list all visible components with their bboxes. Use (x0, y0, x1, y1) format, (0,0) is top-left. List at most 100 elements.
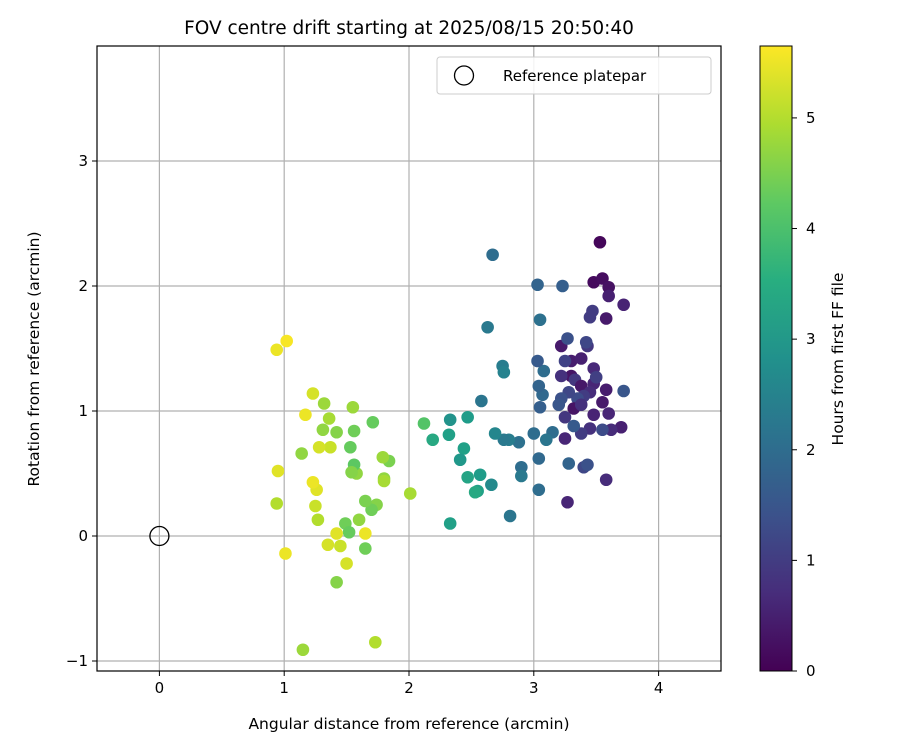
data-point (486, 248, 499, 262)
data-point (306, 387, 320, 400)
legend-label-reference: Reference platepar (503, 67, 647, 85)
data-point (561, 495, 574, 509)
data-point (587, 408, 601, 422)
plot-area (270, 235, 630, 657)
data-point (359, 527, 372, 540)
data-point (556, 279, 569, 293)
data-point (461, 410, 474, 424)
data-point (270, 343, 284, 357)
data-point (426, 433, 440, 447)
x-tick-label: 2 (404, 679, 414, 697)
data-point (403, 487, 417, 500)
data-point (311, 513, 325, 527)
data-point (515, 469, 528, 483)
data-point (596, 272, 609, 285)
x-tick-label: 0 (155, 679, 165, 697)
data-point (599, 312, 613, 325)
data-point (512, 435, 526, 449)
data-point (271, 464, 285, 478)
data-point (321, 538, 335, 552)
data-point (344, 440, 357, 454)
data-point (475, 394, 488, 408)
data-point (539, 433, 553, 447)
data-point (503, 509, 517, 523)
data-point (443, 517, 457, 530)
data-point (453, 453, 467, 467)
data-point (442, 428, 456, 442)
y-tick-label: 1 (78, 402, 88, 420)
data-point (602, 289, 615, 303)
data-point (485, 478, 498, 492)
y-tick-label: −1 (66, 652, 88, 670)
data-point (537, 364, 551, 378)
data-point (583, 310, 597, 324)
data-point (532, 483, 546, 497)
data-point (295, 447, 308, 460)
data-point (558, 354, 572, 368)
data-point (599, 473, 613, 487)
data-point (461, 470, 474, 484)
data-point (457, 442, 471, 455)
x-tick-label: 4 (654, 679, 664, 697)
data-point (617, 298, 630, 312)
data-point (599, 383, 613, 397)
data-point (359, 494, 372, 508)
y-tick-label: 2 (78, 277, 88, 295)
data-point (342, 525, 356, 539)
colorbar: 0 1 2 3 4 5 (759, 45, 816, 680)
data-point (280, 334, 293, 348)
data-point (312, 440, 326, 454)
colorbar-tick-label: 0 (806, 662, 816, 680)
data-point (596, 423, 609, 437)
y-tick-label: 0 (78, 527, 88, 545)
data-point (558, 432, 572, 445)
data-point (299, 408, 312, 422)
data-point (296, 643, 310, 657)
data-point (574, 398, 588, 412)
data-point (558, 410, 572, 424)
data-point (316, 423, 330, 437)
data-point (604, 423, 618, 437)
data-point (340, 557, 353, 570)
colorbar-tick-label: 2 (806, 441, 816, 459)
y-axis-label: Rotation from reference (arcmin) (25, 231, 43, 486)
data-point (533, 313, 547, 327)
data-point (531, 354, 544, 368)
data-point (488, 427, 502, 440)
data-point (317, 397, 331, 410)
chart-title: FOV centre drift starting at 2025/08/15 … (184, 18, 634, 39)
colorbar-tick-label: 5 (806, 109, 816, 127)
data-point (334, 539, 347, 553)
data-point (596, 395, 609, 409)
x-axis: 0 1 2 3 4 (155, 671, 664, 697)
data-point (365, 503, 378, 517)
reference-marker-group (149, 525, 170, 547)
x-axis-label: Angular distance from reference (arcmin) (248, 715, 569, 733)
data-point (417, 417, 431, 430)
data-point (481, 320, 494, 334)
data-point (532, 379, 546, 393)
data-point (309, 499, 322, 513)
colorbar-label: Hours from first FF file (829, 273, 847, 446)
data-point (602, 407, 615, 420)
data-point (574, 352, 588, 365)
data-point (515, 460, 528, 474)
data-point (593, 235, 607, 249)
data-point (279, 547, 292, 560)
data-point (532, 452, 546, 465)
colorbar-tick-label: 1 (806, 551, 816, 569)
data-point (443, 413, 457, 427)
data-point (527, 427, 541, 440)
data-point (473, 468, 487, 482)
data-point (533, 400, 547, 414)
colorbar-tick-label: 3 (806, 330, 816, 348)
y-axis: −1 0 1 2 3 (66, 152, 97, 670)
x-tick-label: 1 (279, 679, 289, 697)
data-point (376, 450, 390, 464)
data-point (561, 332, 574, 345)
data-point (366, 415, 380, 429)
data-point (330, 575, 343, 589)
data-point (270, 497, 284, 510)
legend-marker-reference (453, 65, 475, 86)
